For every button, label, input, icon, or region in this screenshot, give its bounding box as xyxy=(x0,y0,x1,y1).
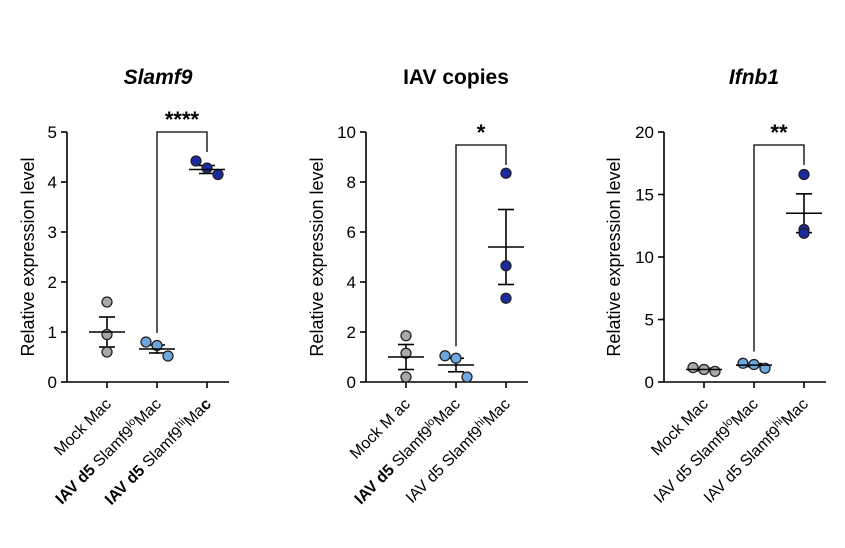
y-tick-label: 0 xyxy=(48,373,57,392)
data-point xyxy=(162,350,174,362)
data-point xyxy=(500,292,512,304)
chart-title: Ifnb1 xyxy=(729,66,779,89)
data-point xyxy=(737,357,749,369)
significance-label: * xyxy=(477,120,486,145)
data-point xyxy=(101,346,113,358)
y-tick-label: 2 xyxy=(347,323,356,342)
data-point xyxy=(201,162,213,174)
y-tick-label: 0 xyxy=(645,373,654,392)
y-tick-label: 0 xyxy=(347,373,356,392)
y-tick-label: 4 xyxy=(347,273,356,292)
data-point xyxy=(687,361,699,374)
data-point xyxy=(101,296,113,308)
data-point xyxy=(709,365,721,378)
y-tick-label: 4 xyxy=(48,173,57,192)
data-point xyxy=(500,167,512,179)
data-point xyxy=(450,352,462,364)
y-tick-label: 10 xyxy=(337,123,356,142)
significance-bracket xyxy=(156,131,208,333)
y-axis-label: Relative expression level xyxy=(307,157,327,356)
data-point xyxy=(400,371,412,383)
data-point xyxy=(798,227,810,239)
chart-panel-2: IAV copies Relative expression level 0 2 4 6 8… xyxy=(307,66,528,508)
y-tick-label: 2 xyxy=(48,273,57,292)
y-tick-label: 5 xyxy=(48,123,57,142)
significance-bracket xyxy=(753,144,805,352)
data-point xyxy=(101,328,113,341)
y-axis-label: Relative expression level xyxy=(18,157,38,356)
significance-label: **** xyxy=(165,107,200,132)
y-tick-label: 10 xyxy=(635,248,654,267)
y-tick-label: 6 xyxy=(347,223,356,242)
significance-bracket xyxy=(455,144,507,347)
chart-title: Slamf9 xyxy=(124,66,193,89)
y-tick-label: 5 xyxy=(645,311,654,330)
data-point xyxy=(439,350,451,362)
chart-title: IAV copies xyxy=(403,66,509,89)
data-point xyxy=(500,260,512,272)
data-point xyxy=(798,168,810,181)
y-axis-label: Relative expression level xyxy=(604,157,624,356)
significance-label: ** xyxy=(770,120,788,145)
y-tick-label: 20 xyxy=(635,123,654,142)
y-tick-label: 1 xyxy=(48,323,57,342)
data-point xyxy=(151,339,163,352)
data-point xyxy=(400,330,412,342)
y-tick-label: 8 xyxy=(347,173,356,192)
data-point xyxy=(461,371,473,383)
data-point xyxy=(140,336,152,348)
y-tick-label: 3 xyxy=(48,223,57,242)
data-point xyxy=(212,168,224,181)
data-point xyxy=(400,347,412,359)
y-tick-label: 15 xyxy=(635,186,654,205)
data-point xyxy=(190,155,202,167)
